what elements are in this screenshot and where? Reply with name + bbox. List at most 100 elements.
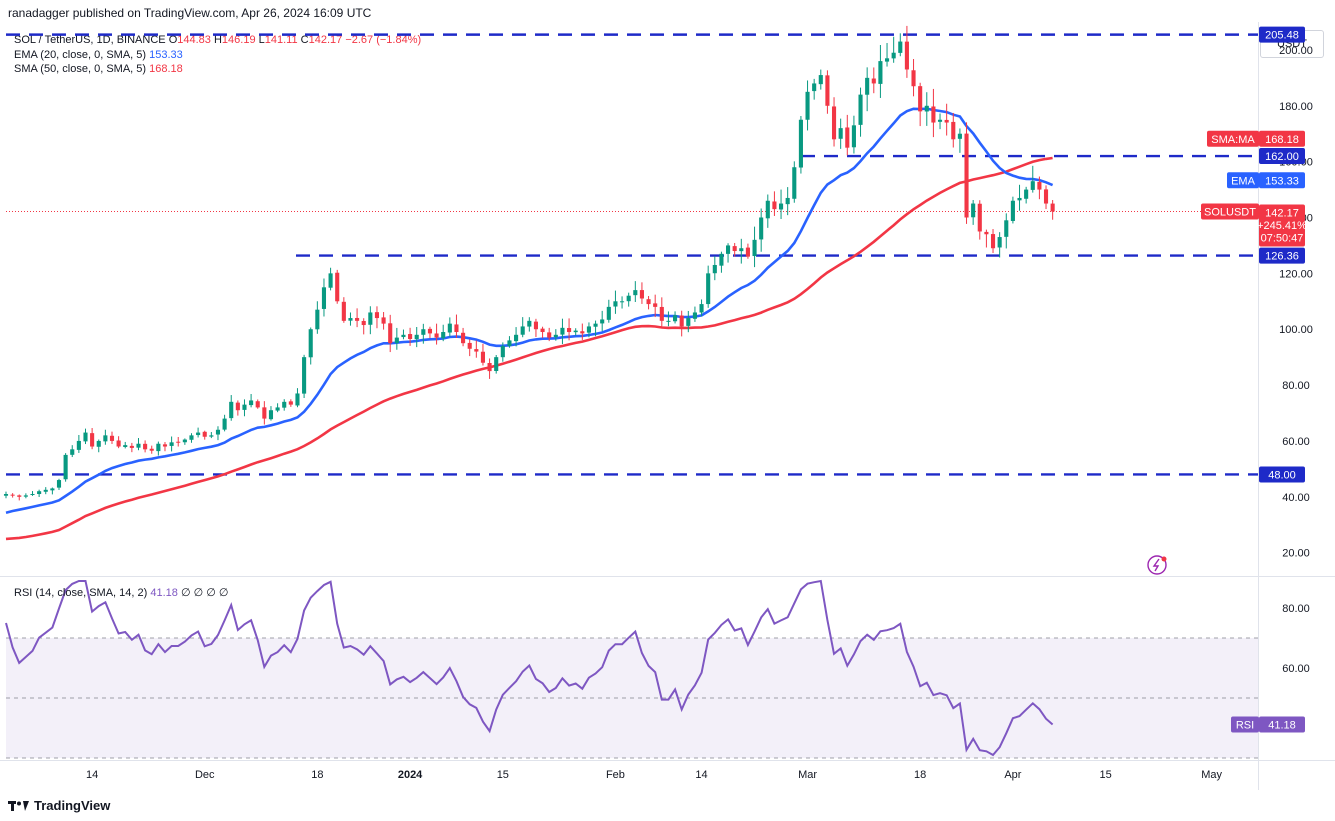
candle xyxy=(613,290,618,314)
candle xyxy=(275,403,280,413)
candle-body xyxy=(759,217,764,240)
candle-body xyxy=(1017,197,1022,201)
candle-body xyxy=(500,345,505,358)
candle xyxy=(262,401,267,425)
candle xyxy=(765,194,770,228)
candle xyxy=(401,329,406,340)
rsi-legend-label: RSI (14, close, SMA, 14, 2) xyxy=(14,587,148,599)
candle-body xyxy=(103,435,108,442)
candle xyxy=(712,256,717,281)
candle-body xyxy=(646,299,651,305)
candle-body xyxy=(467,342,472,349)
tradingview-logo-icon xyxy=(8,800,29,811)
candle xyxy=(143,440,148,453)
alert-icon[interactable] xyxy=(1147,555,1167,575)
candle-body xyxy=(388,323,393,344)
candle-body xyxy=(143,443,148,450)
candle-body xyxy=(37,491,42,495)
candle xyxy=(30,491,35,496)
candle-body xyxy=(547,332,552,338)
candle xyxy=(745,243,750,259)
candle xyxy=(673,311,678,324)
candle-body xyxy=(262,407,267,419)
ema-row[interactable]: EMA (20, close, 0, SMA, 5) 153.33 xyxy=(14,48,421,63)
low-value: 141.11 xyxy=(264,34,298,46)
price-tick-label: 60.00 xyxy=(1282,436,1310,448)
candle xyxy=(898,33,903,57)
candle-body xyxy=(620,301,625,303)
last-price-badge-text: 142.17 xyxy=(1265,207,1299,219)
candle-body xyxy=(487,362,492,372)
candle xyxy=(1043,185,1049,210)
candle xyxy=(706,265,711,308)
candle-body xyxy=(288,401,293,405)
candle xyxy=(533,318,539,338)
candle-body xyxy=(494,357,499,372)
rsi-tag-text: RSI xyxy=(1236,719,1254,731)
rsi-tag-bg xyxy=(1231,716,1259,733)
open-label: O xyxy=(168,34,178,46)
ema-value-badge: 153.33 xyxy=(1259,172,1305,189)
rsi-tag: RSI xyxy=(1231,716,1259,733)
candle-body xyxy=(368,312,373,325)
footer-brand: TradingView xyxy=(34,798,111,813)
rsi-path xyxy=(5,579,1054,757)
candle-body xyxy=(951,121,956,140)
candle-body xyxy=(1043,189,1049,204)
sma-value-badge-text: 168.18 xyxy=(1265,134,1299,146)
candle xyxy=(580,323,585,340)
candle xyxy=(918,82,923,127)
candle-body xyxy=(858,94,863,125)
candle xyxy=(858,87,863,137)
candle-body xyxy=(805,91,810,120)
candle-body xyxy=(361,320,366,326)
candle-body xyxy=(43,489,48,492)
candle xyxy=(851,115,856,154)
candle-body xyxy=(196,432,201,436)
candle-body xyxy=(898,41,903,53)
candle-body xyxy=(507,340,512,346)
candle xyxy=(977,200,982,240)
symbol-label[interactable]: SOL / TetherUS, 1D, BINANCE xyxy=(14,34,166,46)
candle-body xyxy=(129,445,134,448)
rsi-legend[interactable]: RSI (14, close, SMA, 14, 2) 41.18 ∅ ∅ ∅ … xyxy=(14,586,228,599)
candle xyxy=(454,314,459,338)
ema-path xyxy=(5,107,1054,514)
time-tick-label: 18 xyxy=(914,769,926,781)
candle xyxy=(76,434,81,453)
candle xyxy=(341,297,346,323)
candle-body xyxy=(394,337,399,344)
candle-body xyxy=(606,306,611,320)
candle-body xyxy=(818,75,823,85)
candle-body xyxy=(235,402,240,411)
candle xyxy=(633,281,638,302)
candle xyxy=(249,394,254,408)
time-axis[interactable]: 14 Dec 18 2024 15 Feb 14 Mar 18 Apr 15 May xyxy=(86,769,1223,781)
last-price-badge: 142.17+245.41%07:50:47 xyxy=(1257,204,1307,247)
candle xyxy=(931,88,936,138)
time-tick-label: Feb xyxy=(606,769,625,781)
time-tick-label: 2024 xyxy=(398,769,423,781)
rsi-value-badge-bg xyxy=(1259,716,1305,733)
ema-value-badge-bg xyxy=(1259,172,1305,189)
footer[interactable]: TradingView xyxy=(8,798,110,813)
sma-row[interactable]: SMA (50, close, 0, SMA, 5) 168.18 xyxy=(14,62,421,77)
candle xyxy=(692,306,697,322)
candle-body xyxy=(348,318,353,321)
candle xyxy=(884,42,890,67)
candle xyxy=(321,278,327,317)
candle xyxy=(447,317,452,337)
time-tick-label: 14 xyxy=(86,769,98,781)
candle xyxy=(474,340,479,358)
candle-body xyxy=(540,328,545,333)
candle xyxy=(222,414,227,432)
candle-body xyxy=(427,328,433,334)
candle-body xyxy=(1050,203,1055,212)
candle-body xyxy=(480,351,486,363)
candle xyxy=(1010,196,1015,224)
candle xyxy=(43,487,48,495)
candle-body xyxy=(474,349,479,352)
candle-body xyxy=(56,480,62,488)
candle-body xyxy=(884,58,890,62)
